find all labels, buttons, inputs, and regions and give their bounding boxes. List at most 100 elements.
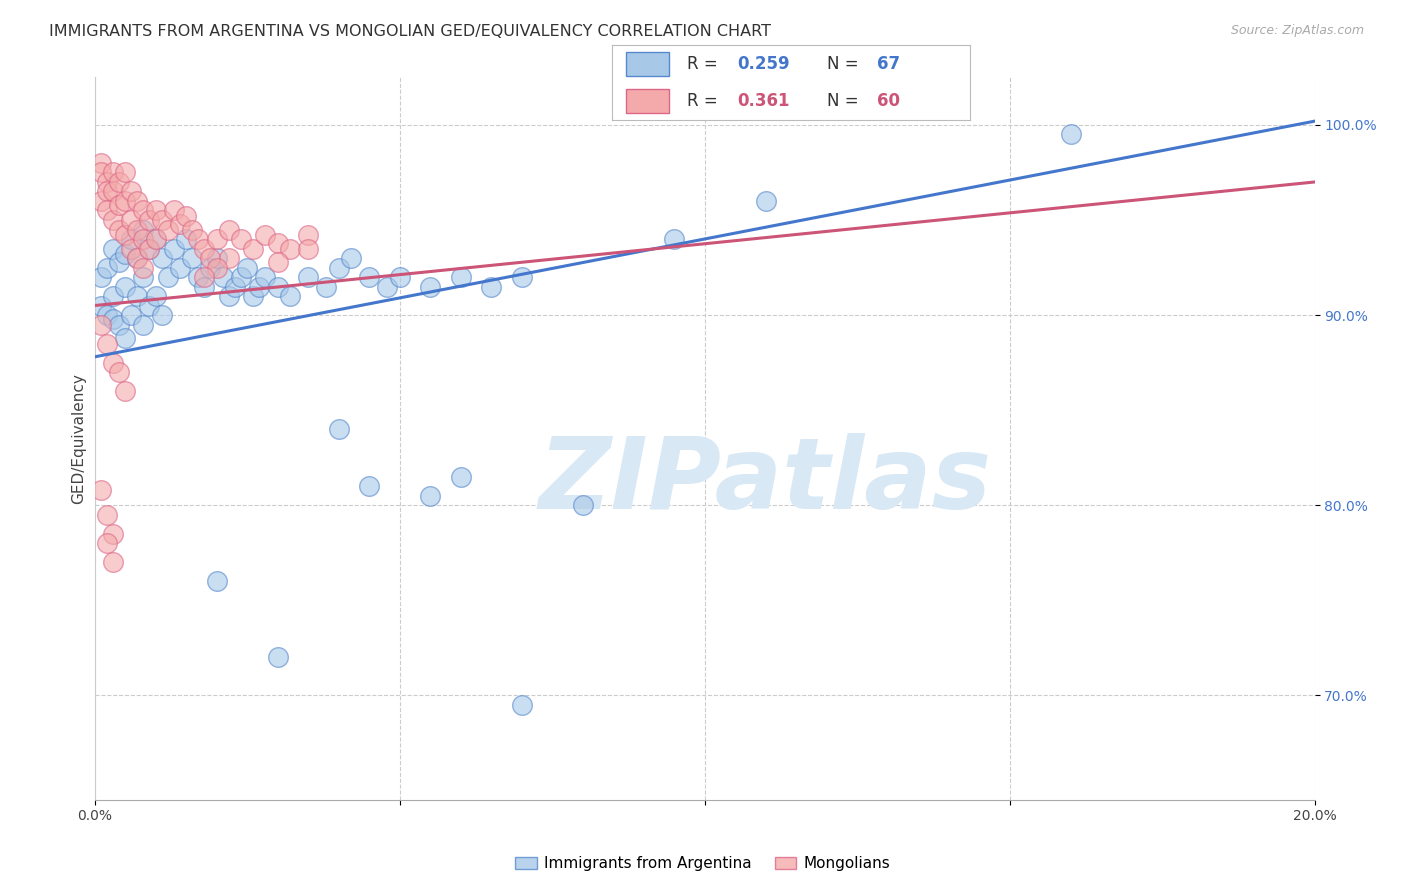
Legend: Immigrants from Argentina, Mongolians: Immigrants from Argentina, Mongolians (509, 850, 897, 877)
Point (1059, 128, 1081, 142)
Y-axis label: GED/Equivalency: GED/Equivalency (72, 373, 86, 504)
Point (571, 498, 593, 512)
Point (101, 526, 124, 541)
Point (181, 251, 204, 265)
Point (145, 289, 167, 303)
Point (205, 260, 228, 275)
Point (108, 198, 131, 212)
Point (132, 222, 155, 236)
Point (138, 242, 160, 256)
Text: 60: 60 (877, 92, 900, 110)
Point (132, 318, 155, 332)
Point (96, 508, 118, 522)
Point (662, 232, 685, 246)
Point (205, 251, 228, 265)
Point (150, 251, 173, 265)
Point (90, 156, 112, 170)
Point (132, 260, 155, 275)
Point (755, 194, 778, 208)
Bar (626, 52, 669, 77)
Text: ZIPatlas: ZIPatlas (538, 434, 993, 531)
Point (114, 194, 136, 208)
Point (479, 279, 502, 293)
Text: N =: N = (827, 55, 858, 73)
Point (132, 270, 155, 285)
Point (200, 260, 222, 275)
Point (96, 536, 118, 550)
Point (145, 203, 167, 218)
Point (328, 422, 350, 436)
Point (90, 270, 112, 285)
Point (242, 289, 264, 303)
Point (211, 270, 233, 285)
Point (96, 203, 118, 218)
Point (101, 555, 124, 569)
Point (108, 175, 131, 189)
Point (266, 235, 288, 250)
Point (419, 489, 441, 503)
Point (163, 203, 186, 218)
Point (108, 318, 131, 332)
Point (127, 289, 149, 303)
Point (359, 270, 381, 285)
Point (510, 698, 533, 712)
Bar (626, 88, 669, 112)
Point (101, 289, 124, 303)
Text: R =: R = (688, 55, 717, 73)
Point (127, 194, 149, 208)
Point (114, 165, 136, 179)
Point (150, 213, 173, 227)
Point (127, 251, 149, 265)
Text: IMMIGRANTS FROM ARGENTINA VS MONGOLIAN GED/EQUIVALENCY CORRELATION CHART: IMMIGRANTS FROM ARGENTINA VS MONGOLIAN G… (49, 24, 772, 39)
Point (229, 232, 252, 246)
Point (297, 270, 319, 285)
Point (510, 270, 533, 285)
Point (297, 242, 319, 256)
Point (193, 270, 215, 285)
Point (278, 289, 301, 303)
Point (278, 242, 301, 256)
Point (181, 222, 204, 236)
Point (254, 270, 277, 285)
Point (200, 251, 222, 265)
Point (242, 242, 264, 256)
Point (156, 222, 179, 236)
Point (359, 479, 381, 493)
Point (120, 185, 142, 199)
Point (120, 308, 142, 322)
Point (138, 213, 160, 227)
Point (145, 232, 167, 246)
Point (108, 222, 131, 236)
Point (205, 574, 228, 589)
Point (328, 260, 350, 275)
Point (101, 185, 124, 199)
Point (96, 175, 118, 189)
Point (96, 336, 118, 351)
Point (120, 213, 142, 227)
Point (120, 242, 142, 256)
Point (114, 228, 136, 243)
Text: N =: N = (827, 92, 858, 110)
Point (101, 213, 124, 227)
Point (339, 251, 361, 265)
Point (96, 260, 118, 275)
Point (132, 232, 155, 246)
Point (114, 247, 136, 261)
Point (450, 469, 472, 483)
Point (169, 217, 191, 231)
Point (266, 650, 288, 665)
Point (127, 222, 149, 236)
Point (229, 270, 252, 285)
Point (114, 384, 136, 398)
Point (297, 228, 319, 243)
Point (101, 311, 124, 326)
Point (247, 279, 270, 293)
Point (218, 289, 240, 303)
Point (193, 279, 215, 293)
Point (145, 232, 167, 246)
Point (108, 255, 131, 269)
Point (163, 242, 186, 256)
Point (96, 308, 118, 322)
Point (315, 279, 337, 293)
Point (266, 279, 288, 293)
